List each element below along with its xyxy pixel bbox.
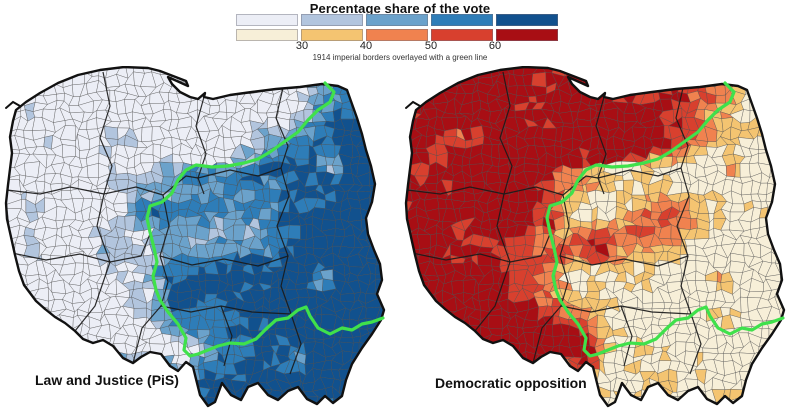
legend-swatch [496,29,558,41]
legend-swatch [431,29,493,41]
legend-swatch [431,14,493,26]
legend-row-blue [236,14,558,26]
map-opposition: Democratic opposition [400,66,800,418]
legend-tick: 60 [488,40,502,52]
legend-swatch [301,14,363,26]
legend-tick: 40 [359,40,373,52]
legend [236,14,558,41]
figure-title: Percentage share of the vote [309,1,491,16]
map-pis: Law and Justice (PiS) [0,66,400,418]
legend-swatch [496,14,558,26]
legend-swatch [301,29,363,41]
legend-tick: 50 [424,40,438,52]
legend-swatch [236,14,298,26]
legend-swatch [366,14,428,26]
map-opposition-label: Democratic opposition [435,375,587,391]
legend-ticks: 30 40 50 60 [236,40,558,53]
legend-tick: 30 [295,40,309,52]
legend-swatch [236,29,298,41]
legend-swatch [366,29,428,41]
legend-row-red [236,29,558,41]
map-pis-label: Law and Justice (PiS) [35,372,179,388]
green-line-caption: 1914 imperial borders overlayed with a g… [312,53,488,62]
